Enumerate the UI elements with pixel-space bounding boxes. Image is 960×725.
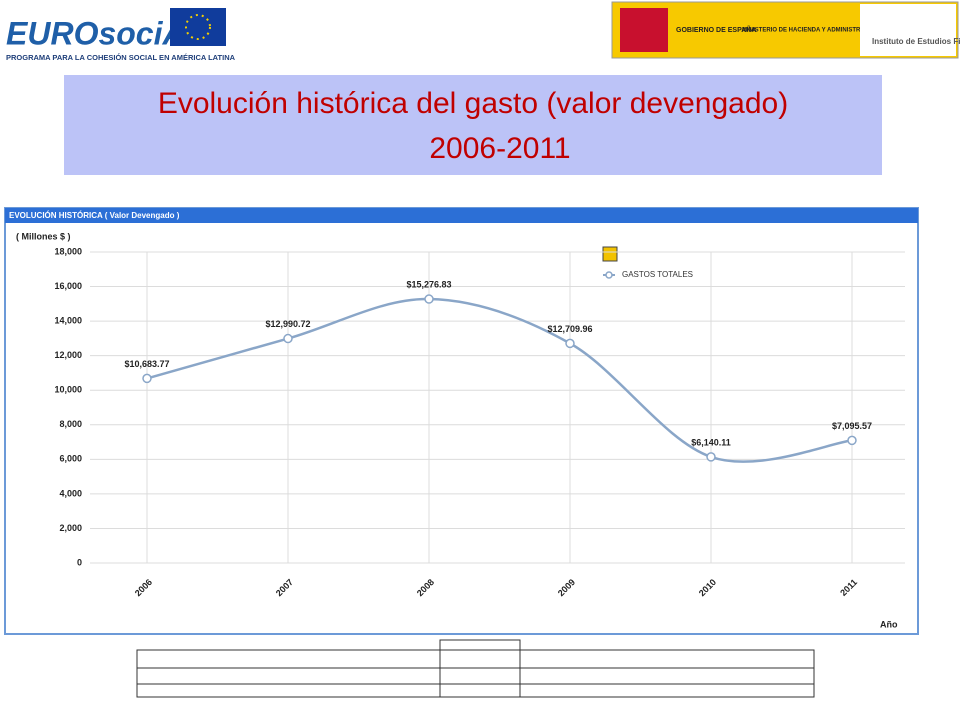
institute: Instituto de Estudios Fiscales — [872, 37, 960, 46]
data-label: $7,095.57 — [832, 421, 872, 431]
institute-box — [860, 4, 956, 56]
y-tick-label: 16,000 — [54, 281, 82, 291]
slide-title: 2006-2011 — [429, 132, 570, 165]
point — [142, 373, 152, 384]
point — [565, 338, 575, 349]
y-tick-label: 2,000 — [59, 523, 82, 533]
data-label: $6,140.11 — [691, 437, 731, 447]
series-line — [146, 297, 853, 463]
eu-stars — [185, 14, 211, 40]
y-tick-label: 0 — [77, 557, 82, 567]
y-tick-label: 14,000 — [54, 315, 82, 325]
y-tick-label: 6,000 — [59, 454, 82, 464]
point — [706, 452, 716, 462]
building-drawing — [136, 639, 815, 698]
title-box — [64, 75, 882, 175]
y-axis-label: ( Millones $ ) — [16, 231, 71, 241]
y-tick-label: 4,000 — [59, 488, 82, 498]
export-icon[interactable] — [602, 246, 618, 262]
point — [283, 333, 293, 344]
point — [847, 435, 857, 446]
chart-panel — [4, 207, 919, 635]
y-tick-label: 12,000 — [54, 350, 82, 360]
y-tick-label: 8,000 — [59, 419, 82, 429]
ministry: MINISTERIO DE HACIENDA Y ADMINISTRACIONE… — [742, 27, 920, 34]
y-tick-label: 10,000 — [54, 385, 82, 395]
logo-left-subtitle: PROGRAMA PARA LA COHESIÓN SOCIAL EN AMÉR… — [6, 53, 236, 62]
legend-label: GASTOS TOTALES — [622, 270, 693, 279]
chart: 0 2,000 4,000 6,000 8,000 10,000 12,000 14,000 1… — [54, 246, 905, 598]
data-label: $12,709.96 — [547, 324, 592, 334]
x-axis-label: Año — [880, 619, 898, 629]
chart-header — [5, 208, 918, 223]
government: GOBIERNO DE ESPAÑA — [676, 25, 756, 34]
data-label: $12,990.72 — [265, 319, 310, 329]
y-tick-label: 18,000 — [54, 246, 82, 256]
point — [424, 294, 434, 304]
data-label: $10,683.77 — [124, 359, 169, 369]
data-label: $15,276.83 — [406, 279, 451, 289]
slide-title: Evolución histórica del gasto (valor dev… — [158, 87, 788, 120]
eu-flag — [170, 8, 226, 46]
legend-marker — [605, 271, 613, 279]
chart-title: EVOLUCIÓN HISTÓRICA ( Valor Devengado ) — [9, 211, 180, 220]
coat-of-arms — [620, 8, 668, 52]
